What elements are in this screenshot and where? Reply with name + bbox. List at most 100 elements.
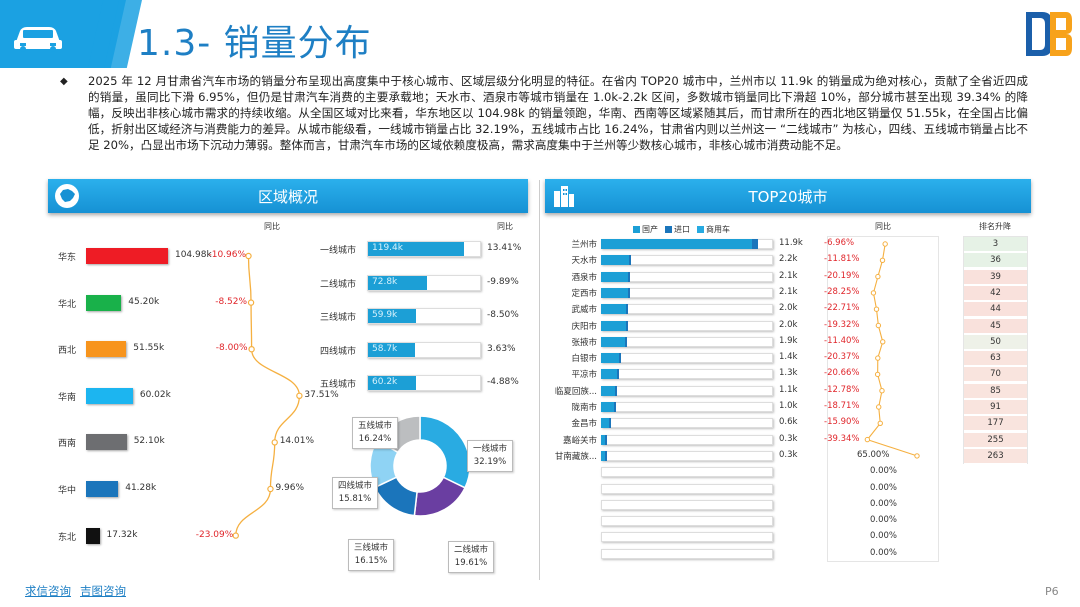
region-value: 104.98k [174,250,212,260]
region-yoy-point [245,252,252,260]
region-yoy-label: -23.09% [195,529,234,540]
region-yoy-label: -8.00% [215,343,248,354]
region-value: 41.28k [125,483,157,493]
region-bar [86,527,100,544]
donut-label-name: 四线城市 [338,481,373,491]
page-title: 1.3- 销量分布 [137,23,372,64]
region-value: 17.32k [106,529,138,540]
city-value: 0.3k [779,449,798,460]
tier-name: 一线城市 [320,246,357,256]
donut-label-name: 三线城市 [354,543,389,553]
city-yoy-label: -18.71% [824,401,860,411]
rank-cell: 42 [964,285,1027,301]
region-panel-title: 区域概况 [257,188,318,206]
city-bar-track [601,353,773,364]
rank-cell: 44 [964,302,1027,318]
region-bar [86,481,119,497]
city-yoy-label: -19.32% [824,319,860,330]
city-value: 2.1k [779,270,798,281]
city-yoy-empty: 0.00% [870,547,898,558]
city-bar-import [751,239,758,249]
city-yoy-point [864,436,871,443]
city-name: 酒泉市 [571,272,597,283]
region-yoy-point [296,392,303,399]
city-value: 1.3k [779,368,798,379]
legend-label: 国产 [642,225,658,234]
rank-cell: 70 [964,367,1027,383]
region-name: 华中 [58,486,77,496]
rank-cell: 50 [964,334,1027,350]
city-yoy-label: -11.40% [824,335,860,346]
city-value: 2.0k [779,303,798,314]
city-yoy-point [873,306,880,312]
region-yoy-line [235,255,301,536]
city-yoy-label: -15.90% [824,417,860,428]
tier-bar [368,275,427,290]
city-bar-track [601,450,773,461]
city-panel-header: TOP20城市 [545,179,1031,213]
region-yoy-point [232,532,239,539]
rank-cell: 39 [964,269,1027,285]
city-bar-import [626,304,629,315]
region-bar [86,341,127,358]
city-bar [601,418,609,429]
city-name: 陇南市 [571,403,597,413]
region-name: 西北 [58,346,77,357]
region-bar [86,248,168,264]
city-bar-import [618,353,621,364]
city-value: 2.1k [779,286,798,297]
city-yoy-empty: 0.00% [870,466,898,477]
city-bar-import [628,255,631,266]
city-bar-track [601,418,773,429]
footer-link-jitu[interactable]: 吉图咨询 [80,584,126,598]
city-name: 武威市 [571,305,597,316]
city-bar-import [614,385,617,396]
city-value: 0.6k [779,417,798,428]
region-name: 华东 [58,253,77,263]
city-bar-track [601,483,773,494]
tier-bar [368,309,417,323]
city-bar-import [626,320,629,331]
city-yoy-point [876,404,882,410]
legend-item: 商用车 [697,224,730,235]
city-name: 张掖市 [571,337,597,348]
donut-label-name: 一线城市 [473,444,508,454]
region-yoy-point [267,485,274,493]
city-yoy-label: -6.96% [824,238,855,248]
brand-logo-icon [1026,12,1072,56]
bullet-icon: ◆ [60,76,68,87]
legend-item: 国产 [633,224,658,235]
donut-label: 三线城市 16.15% [348,539,395,571]
tier-yoy: -8.50% [487,310,519,320]
footer-link-qiuxin[interactable]: 求信咨询 [25,584,71,598]
page-number: P6 [1045,585,1059,598]
legend-label: 进口 [674,225,690,234]
city-yoy-empty: 0.00% [870,531,898,542]
region-panel-header: 区域概况 [48,179,528,213]
donut-label: 四线城市 15.81% [332,477,379,509]
tier-bar [368,242,464,256]
city-yoy-line [866,243,918,457]
rank-cell: 63 [964,351,1027,367]
city-name: 庆阳市 [571,321,597,332]
city-value: 2.0k [779,319,798,330]
rank-cell: 91 [964,400,1027,415]
rank-cell: 36 [964,253,1027,269]
region-value: 52.10k [133,436,165,447]
city-bar-import [608,418,611,429]
city-yoy-label: -20.37% [824,352,860,363]
city-yoy-point [874,371,881,378]
city-name: 金昌市 [571,419,597,430]
city-bar [601,353,620,364]
tier-bar [368,376,417,390]
region-yoy-point [247,299,255,306]
city-value: 1.4k [779,352,798,363]
city-yoy-point [875,322,882,329]
region-value: 51.55k [133,343,165,354]
donut-label-pct: 32.19% [473,457,507,467]
rank-cell: 45 [964,318,1027,334]
city-bar-import [613,402,616,412]
city-bar-import [617,369,620,380]
city-yoy-point [877,420,883,427]
